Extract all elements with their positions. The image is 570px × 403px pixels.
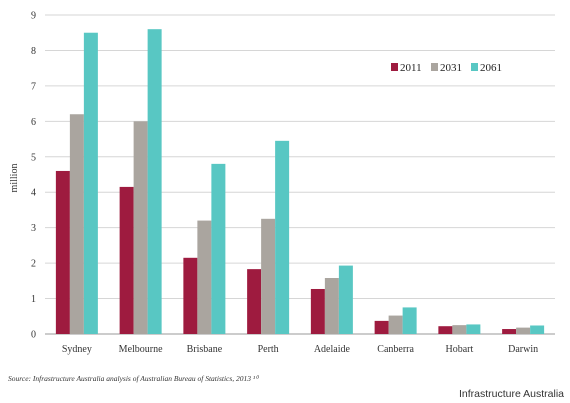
bar-adelaide-2061 [338,265,353,334]
bar-hobart-2031 [452,325,467,334]
x-tick-label: Adelaide [314,344,351,355]
y-tick-label: 2 [31,259,36,270]
bar-perth-2011 [247,269,262,334]
x-tick-label: Hobart [445,344,473,355]
legend-swatch-2061 [471,63,478,71]
y-tick-label: 1 [31,294,36,305]
bar-darwin-2031 [516,327,531,334]
bar-melbourne-2031 [133,121,148,334]
y-tick-label: 8 [31,46,36,57]
legend: 2011 2031 2061 [391,62,502,74]
y-tick-label: 5 [31,152,36,163]
bar-perth-2061 [275,140,290,334]
legend-swatch-2031 [431,63,438,71]
bar-brisbane-2061 [211,163,226,334]
y-tick-label: 4 [31,188,36,199]
y-axis-label: million [9,164,20,193]
y-tick-label: 6 [31,117,36,128]
x-tick-label: Canberra [377,344,414,355]
legend-swatch-2011 [391,63,398,71]
bar-melbourne-2011 [119,186,134,334]
bar-adelaide-2011 [310,288,325,334]
legend-label-2011: 2011 [400,62,422,74]
bar-canberra-2011 [374,320,389,334]
legend-label-2061: 2061 [480,62,502,74]
bar-canberra-2061 [402,307,417,334]
bar-darwin-2011 [502,329,517,334]
bars [55,29,545,335]
population-bar-chart: 0 1 2 3 4 5 6 7 8 9 Sydney Melbourne Brisbane Perth A… [9,11,555,355]
bar-sydney-2061 [83,32,98,334]
bar-brisbane-2011 [183,257,198,334]
y-axis-ticks: 0 1 2 3 4 5 6 7 8 9 [31,11,36,341]
source-note: Source: Infrastructure Australia analysi… [8,374,259,383]
y-tick-label: 9 [31,11,36,22]
y-tick-label: 3 [31,223,36,234]
x-axis-ticks: Sydney Melbourne Brisbane Perth Adelaide Canb… [62,344,538,355]
bar-melbourne-2061 [147,29,162,335]
bar-brisbane-2031 [197,220,212,334]
legend-label-2031: 2031 [440,62,462,74]
x-tick-label: Brisbane [187,344,223,355]
bar-sydney-2011 [55,170,70,334]
bar-hobart-2061 [466,324,481,334]
bar-adelaide-2031 [324,277,339,334]
x-tick-label: Perth [258,344,279,355]
bar-hobart-2011 [438,326,453,334]
bar-canberra-2031 [388,315,403,334]
bar-darwin-2061 [530,325,545,334]
bar-perth-2031 [261,218,276,334]
bar-sydney-2031 [69,114,84,334]
y-tick-label: 7 [31,81,36,92]
y-tick-label: 0 [31,330,36,341]
x-tick-label: Sydney [62,344,92,355]
x-tick-label: Melbourne [119,344,163,355]
x-tick-label: Darwin [508,344,538,355]
image-credit: Infrastructure Australia [458,388,564,400]
